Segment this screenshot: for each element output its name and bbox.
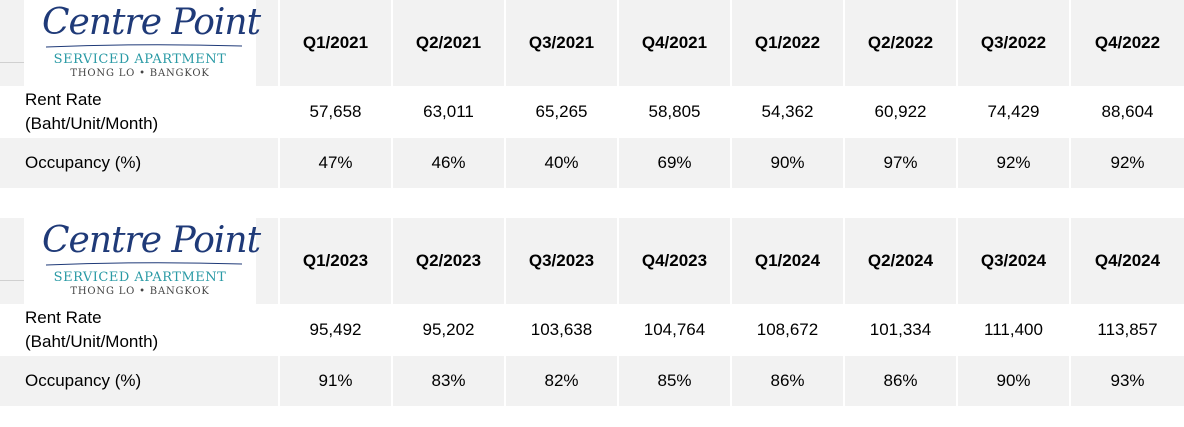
quarter-header: Q1/2022 xyxy=(732,0,845,86)
quarter-header: Q1/2023 xyxy=(280,218,393,304)
quarter-header: Q2/2021 xyxy=(393,0,506,86)
occupancy-value: 85% xyxy=(619,356,732,406)
rent-value: 104,764 xyxy=(619,304,732,356)
occupancy-value: 92% xyxy=(1110,153,1145,172)
occupancy-value: 93% xyxy=(1110,371,1145,390)
logo-script-text: Centre Point xyxy=(42,220,261,261)
quarter-header: Q4/2021 xyxy=(619,0,732,86)
occupancy-label: Occupancy (%) xyxy=(0,356,280,406)
rent-rate-label: Rent Rate (Baht/Unit/Month) xyxy=(0,86,280,138)
rent-value: 63,011 xyxy=(393,86,506,138)
logo-location: THONG LO • BANGKOK xyxy=(70,68,210,79)
rent-value: 60,922 xyxy=(845,86,958,138)
rent-value: 108,672 xyxy=(732,304,845,356)
rent-rate-label: Rent Rate (Baht/Unit/Month) xyxy=(0,304,280,356)
quarter-header: Q4/2024 xyxy=(1094,251,1161,270)
logo-swoosh-icon xyxy=(45,44,243,48)
logo-script-text: Centre Point xyxy=(42,2,261,43)
quarter-header: Q2/2023 xyxy=(393,218,506,304)
centre-point-logo: Centre Point SERVICED APARTMENT THONG LO… xyxy=(24,218,261,304)
quarter-header: Q3/2023 xyxy=(506,218,619,304)
occupancy-value: 90% xyxy=(732,138,845,188)
occupancy-row: Occupancy (%) 47% 46% 40% 69% 90% 97% 92… xyxy=(0,138,1184,188)
occupancy-value: 86% xyxy=(845,356,958,406)
occupancy-value: 86% xyxy=(732,356,845,406)
rent-value: 74,429 xyxy=(958,86,1071,138)
occupancy-value: 83% xyxy=(393,356,506,406)
logo-cell: Centre Point SERVICED APARTMENT THONG LO… xyxy=(0,218,280,304)
rent-value: 95,492 xyxy=(280,304,393,356)
quarter-header: Q1/2021 xyxy=(280,0,393,86)
rent-value: 57,658 xyxy=(280,86,393,138)
logo-tagline: SERVICED APARTMENT xyxy=(53,270,227,285)
rent-rate-row: Rent Rate (Baht/Unit/Month) 57,658 63,01… xyxy=(0,86,1184,138)
rent-value: 54,362 xyxy=(732,86,845,138)
rate-table-2021-2022: Centre Point SERVICED APARTMENT THONG LO… xyxy=(0,0,1184,188)
logo-swoosh-icon xyxy=(45,262,243,266)
rent-rate-label-line2: (Baht/Unit/Month) xyxy=(25,332,159,351)
quarter-header: Q2/2022 xyxy=(845,0,958,86)
rent-value: 101,334 xyxy=(845,304,958,356)
quarter-header: Q4/2023 xyxy=(619,218,732,304)
rent-value: 58,805 xyxy=(619,86,732,138)
rate-table-2023-2024: Centre Point SERVICED APARTMENT THONG LO… xyxy=(0,218,1184,406)
centre-point-logo: Centre Point SERVICED APARTMENT THONG LO… xyxy=(24,0,261,86)
rent-value: 103,638 xyxy=(506,304,619,356)
quarter-header: Q3/2022 xyxy=(958,0,1071,86)
rent-rate-label-line1: Rent Rate xyxy=(25,308,102,327)
logo-location: THONG LO • BANGKOK xyxy=(70,286,210,297)
quarter-header: Q3/2024 xyxy=(958,218,1071,304)
occupancy-value: 90% xyxy=(958,356,1071,406)
table-header-row: Centre Point SERVICED APARTMENT THONG LO… xyxy=(0,218,1184,304)
quarter-header: Q1/2024 xyxy=(732,218,845,304)
rent-value: 113,857 xyxy=(1097,320,1158,339)
quarter-header: Q2/2024 xyxy=(845,218,958,304)
occupancy-value: 97% xyxy=(845,138,958,188)
occupancy-label: Occupancy (%) xyxy=(0,138,280,188)
occupancy-value: 47% xyxy=(280,138,393,188)
quarter-header: Q3/2021 xyxy=(506,0,619,86)
occupancy-row: Occupancy (%) 91% 83% 82% 85% 86% 86% 90… xyxy=(0,356,1184,406)
occupancy-value: 91% xyxy=(280,356,393,406)
quarter-header: Q4/2022 xyxy=(1094,33,1161,52)
logo-tagline: SERVICED APARTMENT xyxy=(53,52,227,67)
rent-value: 88,604 xyxy=(1101,102,1154,121)
rent-value: 111,400 xyxy=(958,304,1071,356)
occupancy-value: 40% xyxy=(506,138,619,188)
rent-rate-label-line1: Rent Rate xyxy=(25,90,102,109)
table-header-row: Centre Point SERVICED APARTMENT THONG LO… xyxy=(0,0,1184,86)
rent-value: 65,265 xyxy=(506,86,619,138)
occupancy-value: 82% xyxy=(506,356,619,406)
rent-rate-label-line2: (Baht/Unit/Month) xyxy=(25,114,159,133)
occupancy-value: 69% xyxy=(619,138,732,188)
logo-cell: Centre Point SERVICED APARTMENT THONG LO… xyxy=(0,0,280,86)
occupancy-value: 92% xyxy=(958,138,1071,188)
rent-rate-row: Rent Rate (Baht/Unit/Month) 95,492 95,20… xyxy=(0,304,1184,356)
rent-value: 95,202 xyxy=(393,304,506,356)
occupancy-value: 46% xyxy=(393,138,506,188)
